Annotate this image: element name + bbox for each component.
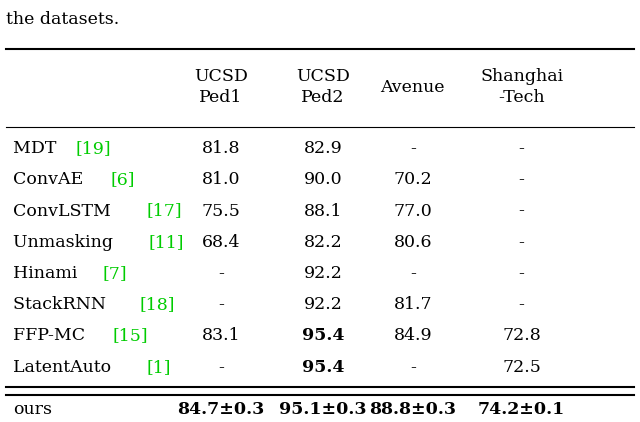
Text: 95.4: 95.4 (302, 359, 344, 376)
Text: -: - (410, 359, 416, 376)
Text: 95.4: 95.4 (302, 327, 344, 344)
Text: Avenue: Avenue (381, 79, 445, 96)
Text: 82.9: 82.9 (304, 140, 342, 157)
Text: UCSD
Ped2: UCSD Ped2 (296, 68, 350, 106)
Text: MDT: MDT (13, 140, 61, 157)
Text: [18]: [18] (140, 296, 175, 313)
Text: ours: ours (13, 401, 52, 418)
Text: 83.1: 83.1 (202, 327, 240, 344)
Text: [19]: [19] (76, 140, 111, 157)
Text: -: - (518, 203, 525, 219)
Text: 72.8: 72.8 (502, 327, 541, 344)
Text: 74.2±0.1: 74.2±0.1 (478, 401, 565, 418)
Text: ConvLSTM: ConvLSTM (13, 203, 116, 219)
Text: 95.1±0.3: 95.1±0.3 (280, 401, 367, 418)
Text: 82.2: 82.2 (304, 234, 342, 251)
Text: 81.0: 81.0 (202, 171, 240, 188)
Text: -: - (518, 171, 525, 188)
Text: 88.8±0.3: 88.8±0.3 (369, 401, 456, 418)
Text: Shanghai
-Tech: Shanghai -Tech (480, 68, 563, 106)
Text: 88.1: 88.1 (304, 203, 342, 219)
Text: 84.7±0.3: 84.7±0.3 (177, 401, 264, 418)
Text: 81.7: 81.7 (394, 296, 432, 313)
Text: [6]: [6] (111, 171, 135, 188)
Text: -: - (410, 265, 416, 282)
Text: [17]: [17] (146, 203, 182, 219)
Text: [7]: [7] (103, 265, 127, 282)
Text: -: - (218, 296, 224, 313)
Text: LatentAuto: LatentAuto (13, 359, 116, 376)
Text: the datasets.: the datasets. (6, 11, 120, 27)
Text: 72.5: 72.5 (502, 359, 541, 376)
Text: FFP-MC: FFP-MC (13, 327, 90, 344)
Text: -: - (518, 296, 525, 313)
Text: 84.9: 84.9 (394, 327, 432, 344)
Text: 81.8: 81.8 (202, 140, 240, 157)
Text: 90.0: 90.0 (304, 171, 342, 188)
Text: 80.6: 80.6 (394, 234, 432, 251)
Text: 68.4: 68.4 (202, 234, 240, 251)
Text: 75.5: 75.5 (202, 203, 240, 219)
Text: -: - (410, 140, 416, 157)
Text: -: - (218, 359, 224, 376)
Text: [15]: [15] (113, 327, 148, 344)
Text: 77.0: 77.0 (394, 203, 432, 219)
Text: 92.2: 92.2 (304, 296, 342, 313)
Text: [1]: [1] (147, 359, 171, 376)
Text: -: - (218, 265, 224, 282)
Text: 70.2: 70.2 (394, 171, 432, 188)
Text: Unmasking: Unmasking (13, 234, 118, 251)
Text: -: - (518, 140, 525, 157)
Text: ConvAE: ConvAE (13, 171, 88, 188)
Text: Hinami: Hinami (13, 265, 83, 282)
Text: [11]: [11] (149, 234, 184, 251)
Text: -: - (518, 265, 525, 282)
Text: UCSD
Ped1: UCSD Ped1 (194, 68, 248, 106)
Text: StackRNN: StackRNN (13, 296, 111, 313)
Text: -: - (518, 234, 525, 251)
Text: 92.2: 92.2 (304, 265, 342, 282)
